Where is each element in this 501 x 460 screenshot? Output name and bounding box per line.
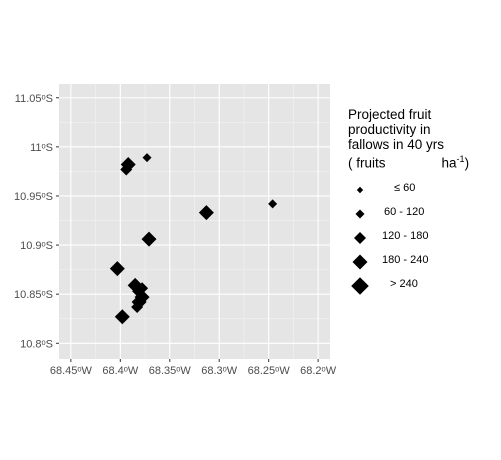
legend-key-diamond [356,186,364,194]
x-tick-label: 68.45ᵒW [50,365,93,377]
y-tick-label: 11.05ᵒS [15,93,53,105]
legend-key-marker [356,186,364,194]
legend-key-diamond [352,254,368,270]
x-tick-label: 68.25ᵒW [248,365,291,377]
data-points [109,153,278,325]
x-tick-label: 68.3ᵒW [201,365,238,377]
data-point [114,309,130,325]
legend-key-marker [351,277,369,295]
x-tick-label: 68.4ᵒW [102,365,139,377]
data-point [109,261,125,277]
legend-unit-close: ) [464,155,470,171]
legend-unit-right: ha [441,155,457,171]
legend-key-marker [352,254,368,270]
x-axis: 68.45ᵒW 68.4ᵒW 68.35ᵒW 68.3ᵒW 68.25ᵒW 68.2ᵒW [50,359,337,377]
minor-gridlines [59,84,330,359]
legend-label: 180 - 240 [382,254,429,266]
y-tick-label: 10.8ᵒS [20,338,53,350]
legend-title: Projected fruit productivity in fallows … [348,107,498,171]
legend-key-diamond [355,209,365,219]
data-point [198,205,214,221]
data-point [141,231,157,247]
legend-key-marker [354,232,366,244]
y-tick-label: 10.85ᵒS [14,289,53,301]
legend-unit-left: ( fruits [348,155,386,171]
y-tick-label: 11ᵒS [30,142,53,154]
data-point [120,157,136,173]
legend-key-diamond [354,232,366,244]
x-tick-label: 68.35ᵒW [149,365,192,377]
legend-unit: ( fruits ha-1) [348,152,498,171]
legend-label: ≤ 60 [394,182,416,194]
legend-title-line: fallows in 40 yrs [348,137,445,152]
data-point [142,153,152,163]
legend-title-line: productivity in [348,122,431,137]
data-point [268,199,278,209]
legend-key-diamond [351,277,369,295]
legend-label: > 240 [390,278,418,290]
x-tick-label: 68.2ᵒW [300,365,337,377]
y-axis: 10.8ᵒS 10.85ᵒS 10.9ᵒS 10.95ᵒS 11ᵒS 11.05ᵒS [14,93,59,350]
legend-unit-exponent: -1 [456,154,465,164]
legend-label: 120 - 180 [382,230,429,242]
major-gridlines [59,84,330,359]
legend-label: 60 - 120 [384,206,425,218]
y-tick-label: 10.9ᵒS [20,240,53,252]
y-tick-label: 10.95ᵒS [14,191,53,203]
legend-title-line: Projected fruit [348,107,432,122]
data-point [136,282,149,295]
legend-key-marker [355,209,365,219]
